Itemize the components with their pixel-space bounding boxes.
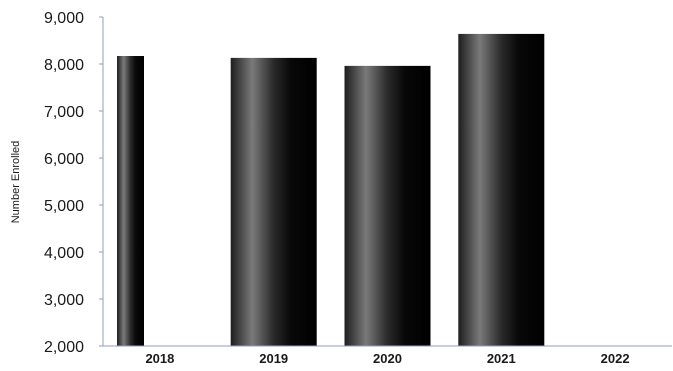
y-tick-label: 7,000 [44, 104, 84, 121]
x-category-label: 2019 [259, 351, 288, 366]
y-tick-label: 2,000 [44, 339, 84, 356]
y-tick-label: 3,000 [44, 292, 84, 309]
y-tick-label: 9,000 [44, 10, 84, 27]
y-tick-labels: 2,000 3,000 4,000 5,000 6,000 7,000 8,000 9,000 [44, 10, 103, 356]
y-axis-title: Number Enrolled [10, 141, 22, 224]
category-labels: 2018 2019 2020 2021 2022 [145, 351, 629, 366]
x-category-label: 2021 [487, 351, 516, 366]
bar-2020 [344, 65, 431, 346]
bar-2018 [117, 56, 144, 346]
x-category-label: 2022 [601, 351, 630, 366]
y-tick-label: 5,000 [44, 198, 84, 215]
y-tick-label: 4,000 [44, 245, 84, 262]
x-category-label: 2020 [373, 351, 402, 366]
bar-2019 [230, 57, 317, 346]
x-category-label: 2018 [145, 351, 174, 366]
bar-2021 [458, 33, 545, 347]
y-tick-label: 6,000 [44, 151, 84, 168]
bars [117, 33, 545, 347]
y-tick-label: 8,000 [44, 57, 84, 74]
y-axis-title-group: Number Enrolled [10, 141, 22, 224]
